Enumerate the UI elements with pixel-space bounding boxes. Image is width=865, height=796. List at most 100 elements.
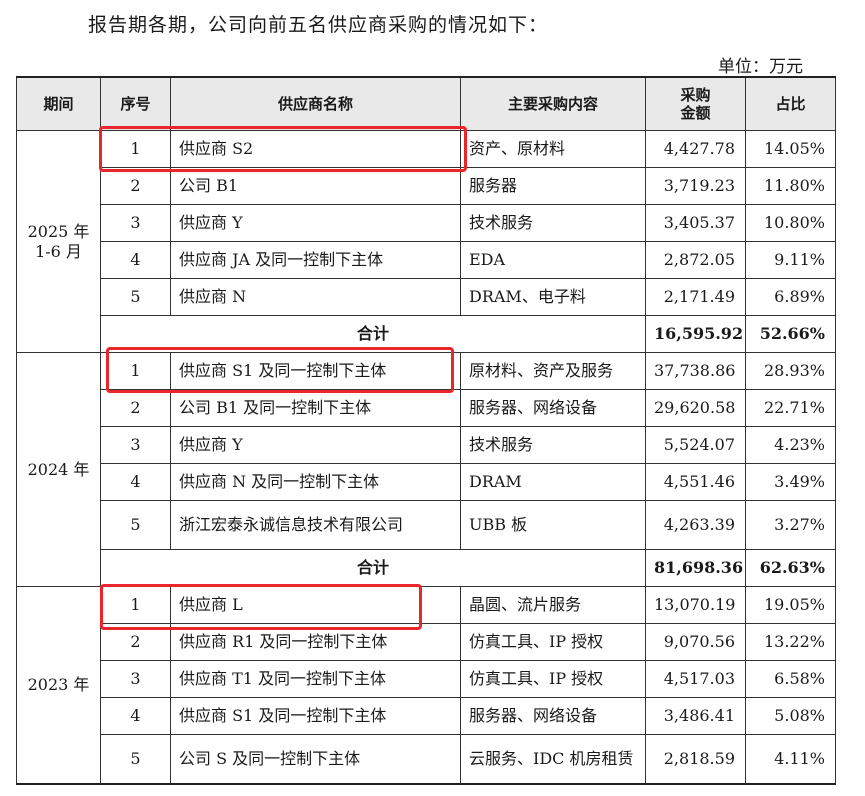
ratio-cell: 14.05% [745, 130, 836, 168]
content-cell: 原材料、资产及服务 [460, 352, 646, 390]
seq-cell: 1 [100, 130, 171, 168]
amount-cell: 3,719.23 [645, 167, 746, 205]
period-line1: 2024 年 [27, 459, 90, 479]
seq-cell: 4 [100, 697, 171, 735]
amount-cell: 3,486.41 [645, 697, 746, 735]
period-line1: 2023 年 [27, 675, 90, 695]
table-row: 4 供应商 N 及同一控制下主体 DRAM 4,551.46 3.49% [17, 463, 836, 501]
table-row: 2024 年 1 供应商 S1 及同一控制下主体 原材料、资产及服务 37,73… [16, 352, 836, 587]
amount-cell: 2,171.49 [645, 278, 746, 316]
supplier-cell: 供应商 S1 及同一控制下主体 [170, 697, 461, 735]
ratio-cell: 28.93% [745, 352, 836, 390]
content-cell: EDA [460, 241, 646, 279]
content-cell: UBB 板 [460, 500, 646, 550]
supplier-cell: 供应商 T1 及同一控制下主体 [170, 660, 461, 698]
content-cell: 仿真工具、IP 授权 [460, 660, 646, 698]
table-row: 2023 年 1 供应商 L 晶圆、流片服务 13,070.19 19.05% [16, 586, 836, 784]
amount-cell: 13,070.19 [645, 586, 746, 624]
table-header-row: 期间 序号 供应商名称 主要采购内容 采购 金额 占比 [16, 76, 836, 131]
amount-cell: 2,818.59 [645, 734, 746, 784]
table-row: 2 公司 B1 服务器 3,719.23 11.80% [17, 167, 836, 205]
table-row: 2025 年 1-6 月 1 供应商 S2 资产、原材料 4,427.78 14.… [16, 130, 836, 353]
amount-cell: 4,517.03 [645, 660, 746, 698]
ratio-cell: 4.11% [745, 734, 836, 784]
header-amount-line2: 金额 [680, 104, 711, 122]
amount-cell: 37,738.86 [645, 352, 746, 390]
amount-cell: 5,524.07 [645, 426, 746, 464]
seq-cell: 4 [100, 463, 171, 501]
amount-cell: 2,872.05 [645, 241, 746, 279]
content-cell: 晶圆、流片服务 [460, 586, 646, 624]
ratio-cell: 3.49% [745, 463, 836, 501]
amount-cell: 4,551.46 [645, 463, 746, 501]
header-ratio: 占比 [745, 76, 836, 131]
seq-cell: 5 [100, 500, 171, 550]
period-cell: 2024 年 [16, 352, 101, 587]
content-cell: 仿真工具、IP 授权 [460, 623, 646, 661]
seq-cell: 3 [100, 426, 171, 464]
total-ratio: 62.63% [745, 549, 836, 587]
table-row: 5 供应商 N DRAM、电子料 2,171.49 6.89% [17, 278, 836, 316]
amount-cell: 4,263.39 [645, 500, 746, 550]
total-label: 合计 [100, 315, 646, 353]
content-cell: 资产、原材料 [460, 130, 646, 168]
supplier-cell: 供应商 L [170, 586, 461, 624]
supplier-cell: 供应商 R1 及同一控制下主体 [170, 623, 461, 661]
total-label: 合计 [100, 549, 646, 587]
table-row: 5 浙江宏泰永诚信息技术有限公司 UBB 板 4,263.39 3.27% [17, 500, 836, 550]
seq-cell: 1 [100, 586, 171, 624]
header-content: 主要采购内容 [460, 76, 646, 131]
table-row: 2 供应商 R1 及同一控制下主体 仿真工具、IP 授权 9,070.56 13… [17, 623, 836, 661]
seq-cell: 5 [100, 734, 171, 784]
content-cell: 服务器、网络设备 [460, 389, 646, 427]
table-row: 5 公司 S 及同一控制下主体 云服务、IDC 机房租赁 2,818.59 4.… [17, 734, 836, 784]
total-row: 合计 81,698.36 62.63% [17, 549, 836, 587]
total-amount: 16,595.92 [645, 315, 746, 353]
seq-cell: 3 [100, 660, 171, 698]
header-amount-line1: 采购 [680, 86, 711, 104]
seq-cell: 3 [100, 204, 171, 242]
header-supplier: 供应商名称 [170, 76, 461, 131]
table-row: 4 供应商 JA 及同一控制下主体 EDA 2,872.05 9.11% [17, 241, 836, 279]
supplier-cell: 供应商 N 及同一控制下主体 [170, 463, 461, 501]
period-cell: 2023 年 [16, 586, 101, 784]
supplier-cell: 供应商 S2 [170, 130, 461, 168]
total-row: 合计 16,595.92 52.66% [17, 315, 836, 353]
supplier-cell: 浙江宏泰永诚信息技术有限公司 [170, 500, 461, 550]
ratio-cell: 9.11% [745, 241, 836, 279]
content-cell: 技术服务 [460, 204, 646, 242]
content-cell: 服务器 [460, 167, 646, 205]
header-period: 期间 [16, 76, 101, 131]
period-line1: 2025 年 [27, 222, 90, 242]
amount-cell: 4,427.78 [645, 130, 746, 168]
supplier-cell: 供应商 N [170, 278, 461, 316]
header-amount: 采购 金额 [645, 76, 746, 131]
supplier-cell: 供应商 S1 及同一控制下主体 [170, 352, 461, 390]
table-row: 3 供应商 Y 技术服务 3,405.37 10.80% [17, 204, 836, 242]
table-row: 2 公司 B1 及同一控制下主体 服务器、网络设备 29,620.58 22.7… [17, 389, 836, 427]
ratio-cell: 3.27% [745, 500, 836, 550]
ratio-cell: 22.71% [745, 389, 836, 427]
amount-cell: 29,620.58 [645, 389, 746, 427]
total-amount: 81,698.36 [645, 549, 746, 587]
seq-cell: 4 [100, 241, 171, 279]
ratio-cell: 10.80% [745, 204, 836, 242]
amount-cell: 9,070.56 [645, 623, 746, 661]
unit-label: 单位：万元 [718, 57, 803, 77]
seq-cell: 2 [100, 167, 171, 205]
supplier-cell: 公司 S 及同一控制下主体 [170, 734, 461, 784]
content-cell: DRAM、电子料 [460, 278, 646, 316]
period-line2: 1-6 月 [35, 241, 82, 261]
seq-cell: 1 [100, 352, 171, 390]
supplier-table: 期间 序号 供应商名称 主要采购内容 采购 金额 占比 2025 年 1-6 月 1… [16, 76, 836, 785]
seq-cell: 5 [100, 278, 171, 316]
content-cell: DRAM [460, 463, 646, 501]
seq-cell: 2 [100, 389, 171, 427]
table-row: 3 供应商 Y 技术服务 5,524.07 4.23% [17, 426, 836, 464]
supplier-cell: 公司 B1 [170, 167, 461, 205]
ratio-cell: 6.89% [745, 278, 836, 316]
period-cell: 2025 年 1-6 月 [16, 130, 101, 353]
table-row: 3 供应商 T1 及同一控制下主体 仿真工具、IP 授权 4,517.03 6.… [17, 660, 836, 698]
content-cell: 云服务、IDC 机房租赁 [460, 734, 646, 784]
content-cell: 服务器、网络设备 [460, 697, 646, 735]
